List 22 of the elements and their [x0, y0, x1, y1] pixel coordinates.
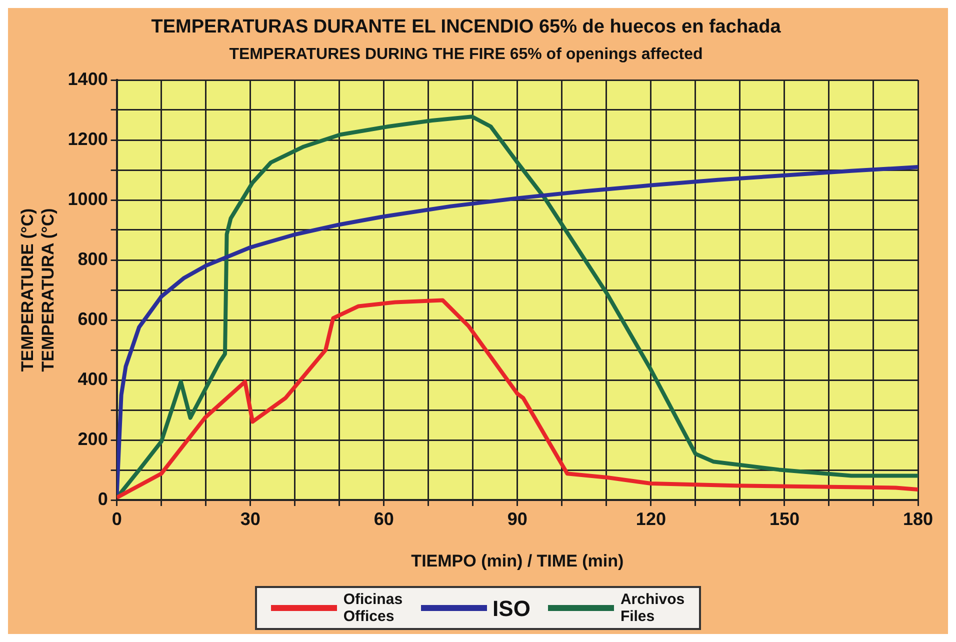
y-tick-label: 1400 [68, 68, 108, 89]
chart-title: TEMPERATURAS DURANTE EL INCENDIO 65% de huecos en fachada [151, 16, 782, 38]
y-tick-label: 800 [78, 248, 108, 269]
chart-subtitle: TEMPERATURES DURING THE FIRE 65% of openings affected [229, 46, 703, 63]
legend-label: Archivos Files [620, 591, 685, 625]
x-tick-label: 60 [374, 508, 394, 529]
y-tick-label: 0 [98, 488, 108, 509]
y-tick-label: 1200 [68, 128, 108, 149]
legend-label: Oficinas Offices [343, 591, 403, 625]
x-tick-label: 180 [902, 508, 934, 529]
y-tick-label: 400 [78, 368, 108, 389]
y-tick-label: 200 [78, 428, 108, 449]
y-tick-label: 1000 [68, 188, 108, 209]
y-axis-title: TEMPERATURE (°C) TEMPERATURA (°C) [18, 208, 58, 372]
legend-label: ISO [492, 596, 530, 620]
y-tick-label: 600 [78, 308, 108, 329]
x-tick-label: 90 [507, 508, 528, 529]
x-tick-label: 150 [769, 508, 800, 529]
x-axis-title: TIEMPO (min) / TIME (min) [411, 551, 624, 570]
x-tick-label: 30 [240, 508, 260, 529]
x-tick-label: 0 [112, 508, 122, 529]
x-tick-label: 120 [636, 508, 666, 529]
